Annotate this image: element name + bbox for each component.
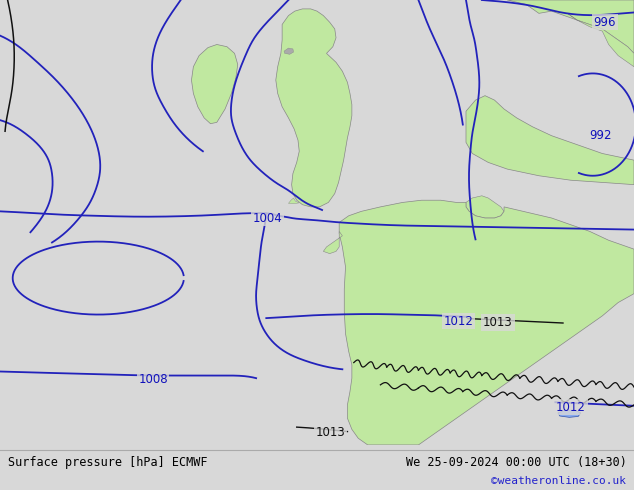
Text: 1012: 1012 xyxy=(556,401,586,414)
Polygon shape xyxy=(466,96,634,185)
Polygon shape xyxy=(339,200,634,445)
Polygon shape xyxy=(323,231,342,254)
Text: 1013: 1013 xyxy=(316,426,346,439)
Polygon shape xyxy=(288,198,299,204)
Polygon shape xyxy=(507,0,634,53)
Text: ©weatheronline.co.uk: ©weatheronline.co.uk xyxy=(491,476,626,487)
Text: 992: 992 xyxy=(590,129,612,142)
Polygon shape xyxy=(284,48,294,54)
Text: We 25-09-2024 00:00 UTC (18+30): We 25-09-2024 00:00 UTC (18+30) xyxy=(406,457,626,469)
Polygon shape xyxy=(191,45,238,123)
Text: 996: 996 xyxy=(593,16,616,29)
Polygon shape xyxy=(567,13,634,67)
Polygon shape xyxy=(276,9,352,207)
Text: 1013: 1013 xyxy=(483,316,513,329)
Polygon shape xyxy=(466,196,504,218)
Text: 1004: 1004 xyxy=(252,212,282,224)
Polygon shape xyxy=(558,410,581,417)
Text: Surface pressure [hPa] ECMWF: Surface pressure [hPa] ECMWF xyxy=(8,457,207,469)
Text: 1012: 1012 xyxy=(444,315,474,328)
Text: 1008: 1008 xyxy=(138,372,168,386)
